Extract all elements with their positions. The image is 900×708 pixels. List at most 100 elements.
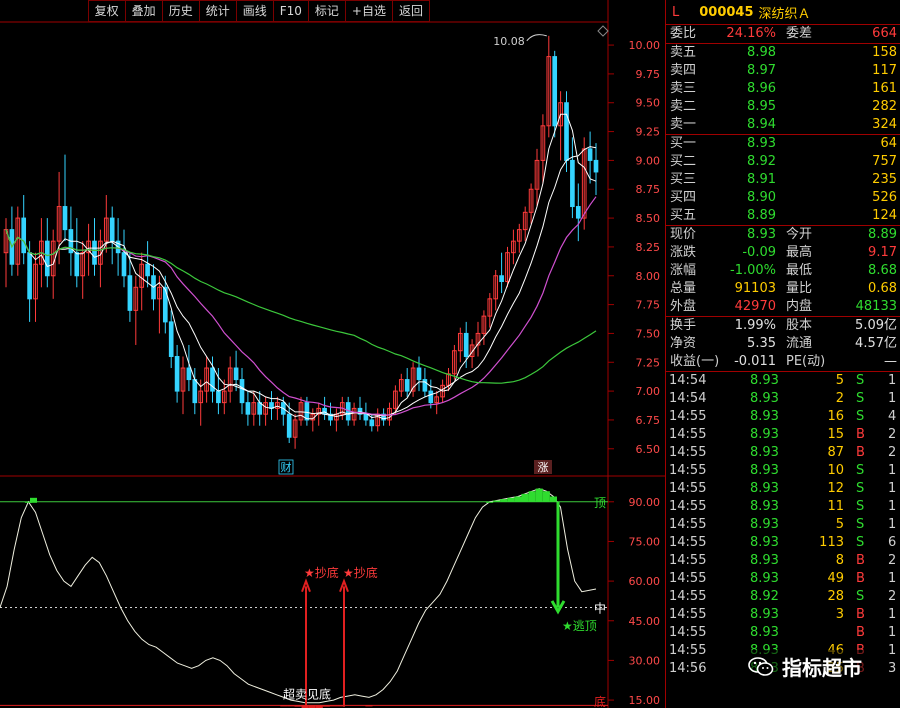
candle-body bbox=[363, 413, 369, 421]
stat-row: 外盘 42970 内盘 48133 bbox=[666, 298, 900, 316]
candle-body bbox=[292, 419, 298, 438]
tick-row: 14:54 8.93 2 S 1 bbox=[666, 390, 900, 408]
price-tick-label: 7.25 bbox=[636, 356, 661, 369]
tick-price: 8.93 bbox=[750, 553, 779, 568]
chart-area[interactable]: 10.00 9.75 9.50 9.25 9.00 8.75 8.50 8.25 8.00 7.7… bbox=[0, 0, 665, 708]
tick-volume: 8 bbox=[835, 553, 844, 568]
tick-price: 8.93 bbox=[750, 535, 779, 550]
bid-label: 买五 bbox=[670, 208, 697, 223]
candle-body bbox=[210, 367, 215, 392]
stat-value: -0.09 bbox=[742, 245, 776, 260]
tick-count: 1 bbox=[888, 517, 897, 532]
candle-body bbox=[298, 402, 304, 421]
stat-label-2: 最低 bbox=[786, 263, 813, 278]
oversold-fill bbox=[337, 705, 345, 707]
candle-body bbox=[410, 367, 416, 392]
candle-body bbox=[499, 275, 504, 283]
stat-label: 现价 bbox=[670, 227, 697, 242]
tick-row: 14:54 8.93 5 S 1 bbox=[666, 372, 900, 390]
oversold-fill bbox=[287, 705, 295, 707]
stat-value: 91103 bbox=[734, 281, 776, 296]
toolbar-button-draw[interactable]: 画线 bbox=[236, 0, 274, 22]
oversold-fill bbox=[365, 705, 373, 707]
overbought-fill bbox=[30, 497, 37, 503]
bid-price: 8.91 bbox=[747, 172, 776, 187]
candle-body bbox=[145, 263, 150, 277]
candle-body bbox=[251, 402, 257, 415]
price-tick-label: 8.00 bbox=[636, 270, 661, 283]
bid-volume: 64 bbox=[880, 136, 897, 151]
candle-body bbox=[186, 367, 192, 381]
tick-volume: 15 bbox=[827, 427, 844, 442]
toolbar-button-back[interactable]: 返回 bbox=[392, 0, 430, 22]
toolbar-button-history[interactable]: 历史 bbox=[162, 0, 200, 22]
kline-chart[interactable]: 10.00 9.75 9.50 9.25 9.00 8.75 8.50 8.25 8.00 7.7… bbox=[0, 0, 665, 708]
candle-body bbox=[434, 396, 440, 404]
tick-time: 14:54 bbox=[669, 391, 707, 406]
stat-value-2: 0.68 bbox=[868, 281, 897, 296]
stat-label: 净资 bbox=[670, 336, 697, 351]
price-tick-label: 6.75 bbox=[636, 414, 661, 427]
tick-count: 1 bbox=[888, 643, 897, 658]
sell-signal-label: ★逃顶 bbox=[562, 619, 597, 633]
stat-value-2: — bbox=[884, 354, 897, 369]
tick-count: 1 bbox=[888, 463, 897, 478]
price-tick-label: 6.50 bbox=[636, 443, 661, 456]
candle-body bbox=[221, 390, 227, 404]
tick-time: 14:55 bbox=[669, 463, 707, 478]
stat-value-2: 8.68 bbox=[868, 263, 897, 278]
toolbar-button-mark[interactable]: 标记 bbox=[308, 0, 346, 22]
tick-count: 3 bbox=[888, 661, 897, 676]
ask-row: 卖一 8.94 324 bbox=[666, 116, 900, 134]
tick-row: 14:55 8.93 16 S 4 bbox=[666, 408, 900, 426]
tick-price: 8.93 bbox=[750, 463, 779, 478]
tick-list: 14:54 8.93 5 S 1 14:54 8.93 2 S 1 14:55 8.93 16 S 4 14:… bbox=[666, 372, 900, 678]
overbought-fill bbox=[486, 501, 494, 503]
candle-body bbox=[570, 159, 575, 208]
market-flag: L bbox=[672, 4, 680, 20]
ask-label: 卖四 bbox=[670, 63, 697, 78]
marker-limit-up[interactable]: 涨 bbox=[534, 460, 552, 474]
stat-value-2: 48133 bbox=[855, 299, 897, 314]
tick-volume: 11 bbox=[827, 499, 844, 514]
tick-time: 14:55 bbox=[669, 607, 707, 622]
tick-volume: 28 bbox=[827, 589, 844, 604]
toolbar-button-stats[interactable]: 统计 bbox=[199, 0, 237, 22]
overbought-fill bbox=[549, 496, 557, 502]
tick-side: S bbox=[856, 517, 865, 532]
osc-tick-label: 60.00 bbox=[629, 575, 661, 588]
diamond-icon[interactable] bbox=[597, 25, 609, 37]
toolbar-button-overlay[interactable]: 叠加 bbox=[125, 0, 163, 22]
marker-limit-up-box bbox=[534, 460, 552, 474]
toolbar-button-f10[interactable]: F10 bbox=[273, 0, 309, 22]
candle-body bbox=[322, 407, 327, 415]
marker-finance[interactable]: 财 bbox=[278, 459, 294, 475]
tick-time: 14:55 bbox=[669, 643, 707, 658]
bid-row: 买五 8.89 124 bbox=[666, 207, 900, 225]
tick-price: 8.93 bbox=[750, 445, 779, 460]
tick-time: 14:55 bbox=[669, 499, 707, 514]
overbought-fill bbox=[24, 501, 32, 503]
tick-row: 14:55 8.93 B 1 bbox=[666, 624, 900, 642]
tick-count: 2 bbox=[888, 445, 897, 460]
candle-body bbox=[516, 229, 522, 242]
tick-count: 2 bbox=[888, 553, 897, 568]
stat-row: 现价 8.93 今开 8.89 bbox=[666, 226, 900, 244]
bid-price: 8.92 bbox=[747, 154, 776, 169]
ask-row: 卖五 8.98 158 bbox=[666, 44, 900, 62]
candle-body bbox=[263, 402, 268, 415]
mid-level-label: 中 bbox=[594, 601, 606, 616]
tick-price: 8.93 bbox=[750, 625, 779, 640]
marker-limit-up-label: 涨 bbox=[538, 461, 549, 474]
toolbar-button-fuquan[interactable]: 复权 bbox=[87, 0, 126, 22]
tick-time: 14:55 bbox=[669, 553, 707, 568]
candle-body bbox=[233, 367, 239, 381]
candle-body bbox=[198, 390, 204, 404]
tick-side: S bbox=[856, 373, 865, 388]
tick-row: 14:55 8.92 28 S 2 bbox=[666, 588, 900, 606]
stat-label-2: 股本 bbox=[786, 318, 813, 333]
bid-row: 买四 8.90 526 bbox=[666, 189, 900, 207]
toolbar-button-add-favorite[interactable]: +自选 bbox=[345, 0, 393, 22]
bid-row: 买三 8.91 235 bbox=[666, 171, 900, 189]
overbought-fill bbox=[528, 491, 536, 502]
